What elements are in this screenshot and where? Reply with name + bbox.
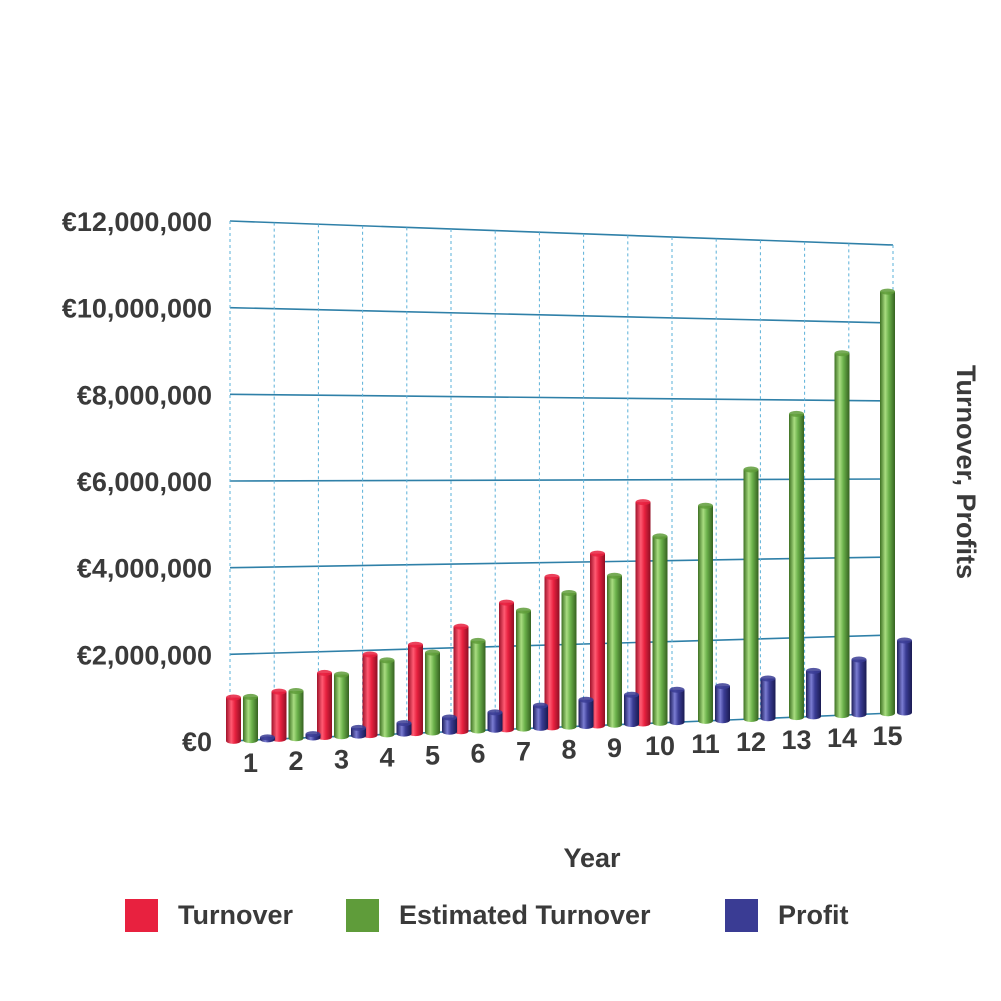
gridline-h — [229, 306, 894, 324]
x-tick-label: 9 — [607, 733, 622, 763]
bar — [362, 651, 378, 739]
bar — [396, 720, 412, 737]
bar — [806, 667, 821, 720]
legend: Turnover Estimated Turnover Profit — [0, 895, 1001, 945]
bar — [425, 649, 440, 736]
bar — [789, 410, 804, 721]
bar — [408, 641, 423, 737]
gridline-h — [229, 478, 894, 482]
legend-label-turnover: Turnover — [178, 899, 294, 930]
x-tick-label: 2 — [288, 746, 303, 776]
bar — [442, 714, 457, 735]
legend-item-estimated-turnover: Estimated Turnover — [346, 895, 651, 935]
bar — [652, 533, 668, 726]
bars — [226, 288, 912, 744]
x-tick-label: 5 — [425, 740, 440, 770]
bar — [470, 637, 486, 734]
bar — [226, 694, 241, 744]
y-tick-label: €0 — [182, 727, 212, 757]
y-axis-title: Turnover, Profits — [951, 365, 981, 579]
tick-labels: €0 €2,000,000 €4,000,000 €6,000,000 €8,000,0… — [62, 207, 903, 778]
x-tick-label: 4 — [379, 742, 394, 772]
bar — [516, 607, 531, 732]
bar — [544, 573, 560, 731]
x-tick-label: 10 — [645, 731, 675, 761]
bar — [624, 691, 639, 728]
x-tick-label: 7 — [516, 737, 531, 767]
bar — [607, 572, 622, 728]
bar — [533, 702, 548, 731]
x-tick-label: 13 — [781, 725, 811, 755]
bar — [379, 657, 395, 738]
x-tick-label: 3 — [334, 744, 349, 774]
bar — [698, 502, 713, 724]
y-tick-label: €12,000,000 — [62, 207, 212, 237]
y-tick-label: €10,000,000 — [62, 294, 212, 324]
bar — [305, 731, 321, 741]
x-axis-title: Year — [563, 843, 621, 873]
x-tick-label: 8 — [561, 735, 576, 765]
legend-label-estimated-turnover: Estimated Turnover — [399, 899, 651, 930]
bar — [851, 656, 867, 718]
x-tick-label: 14 — [827, 723, 857, 753]
y-tick-label: €4,000,000 — [77, 554, 212, 584]
bar — [499, 599, 514, 733]
bar — [715, 683, 730, 724]
legend-label-profit: Profit — [778, 899, 849, 930]
bar — [635, 499, 651, 727]
bar — [260, 734, 275, 743]
legend-item-profit: Profit — [725, 895, 849, 935]
x-tick-label: 12 — [736, 727, 766, 757]
grid — [229, 220, 894, 742]
gridline-h — [229, 393, 894, 402]
bar — [743, 466, 759, 722]
bar — [760, 675, 776, 722]
y-tick-label: €8,000,000 — [77, 380, 212, 410]
bar — [243, 693, 258, 744]
bar — [487, 709, 503, 733]
bar — [271, 688, 287, 742]
bar — [834, 350, 850, 719]
gridline-h — [229, 556, 894, 569]
bar — [669, 686, 685, 726]
legend-swatch-turnover — [125, 898, 158, 932]
bar — [288, 688, 304, 742]
y-tick-label: €6,000,000 — [77, 467, 212, 497]
bar — [351, 724, 366, 739]
x-tick-label: 1 — [243, 748, 258, 778]
y-tick-label: €2,000,000 — [77, 640, 212, 670]
legend-swatch-profit — [725, 898, 758, 932]
bar — [897, 637, 912, 716]
bar — [561, 590, 577, 730]
x-tick-label: 11 — [691, 729, 720, 759]
x-tick-label: 6 — [470, 739, 485, 769]
gridline-h — [229, 220, 894, 246]
legend-item-turnover: Turnover — [125, 895, 293, 935]
bar — [590, 550, 605, 729]
bar — [317, 669, 332, 741]
bar — [880, 288, 895, 717]
bar — [578, 696, 594, 729]
legend-swatch-estimated-turnover — [346, 898, 379, 932]
bar — [453, 623, 469, 735]
bar — [334, 671, 349, 740]
x-tick-label: 15 — [872, 721, 902, 751]
